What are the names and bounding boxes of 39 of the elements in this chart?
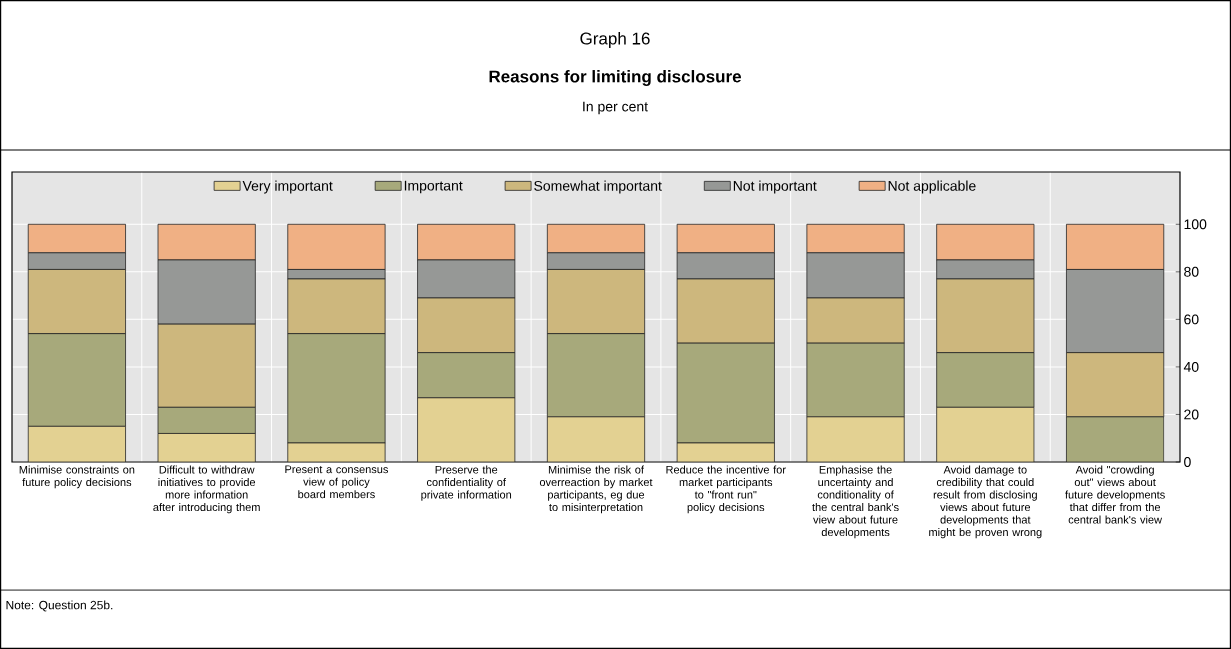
caption: Graph 16 bbox=[580, 32, 650, 48]
chart-subtitle: In per cent bbox=[583, 101, 648, 115]
x-tick-label: Avoid "crowding out" views about future developments that differ from the central bank's view bbox=[1065, 465, 1165, 524]
legend-label: Not applicable bbox=[888, 180, 976, 194]
bar bbox=[417, 352, 516, 399]
bar bbox=[1066, 416, 1165, 462]
bar bbox=[936, 352, 1035, 408]
bar bbox=[546, 333, 646, 418]
x-tick-label: Difficult to withdraw initiatives to provide more information after introducing them bbox=[153, 465, 260, 514]
bar bbox=[157, 406, 256, 434]
x-tick-label: Avoid damage to credibility that could result from disclosing views about future developments that might be proven wrong bbox=[929, 465, 1042, 539]
bar bbox=[806, 342, 905, 418]
y-tick-label: 80 bbox=[1184, 266, 1199, 277]
x-tick-label: Preserve the confidentiality of private information bbox=[421, 465, 512, 501]
bar bbox=[676, 342, 775, 444]
y-tick-label: 100 bbox=[1184, 219, 1207, 230]
legend-label: Not important bbox=[733, 180, 817, 194]
x-tick-label: Minimise constraints on future policy decisions bbox=[19, 465, 135, 489]
text: Note: Question 25b. bbox=[6, 600, 113, 612]
x-tick-label: Emphasise the uncertainty and conditionality of the central bank's view about future developments bbox=[812, 465, 899, 539]
bar bbox=[27, 333, 126, 427]
x-tick-label: Minimise the risk of overreaction by market participants, eg due to misinterpretation bbox=[539, 465, 653, 514]
x-tick-label: Present a consensus view of policy board members bbox=[285, 465, 388, 499]
bar bbox=[27, 425, 126, 462]
y-tick-label: 40 bbox=[1183, 361, 1199, 372]
bar bbox=[158, 433, 256, 462]
bar bbox=[417, 397, 516, 462]
bar bbox=[287, 333, 386, 444]
bar bbox=[806, 416, 905, 462]
legend-label: Important bbox=[404, 180, 463, 194]
chart-title: Reasons for limiting disclosure bbox=[489, 70, 742, 86]
x-tick-label: Reduce the incentive for market participants to "front run" policy decisions bbox=[666, 465, 786, 514]
legend-label: Somewhat important bbox=[534, 180, 662, 194]
y-tick-label: 20 bbox=[1184, 409, 1199, 420]
y-tick-label: 60 bbox=[1184, 314, 1199, 325]
bar bbox=[546, 416, 646, 462]
bar bbox=[936, 406, 1035, 462]
legend-label: Very important bbox=[242, 180, 333, 194]
y-tick-label: 0 bbox=[1184, 457, 1191, 467]
